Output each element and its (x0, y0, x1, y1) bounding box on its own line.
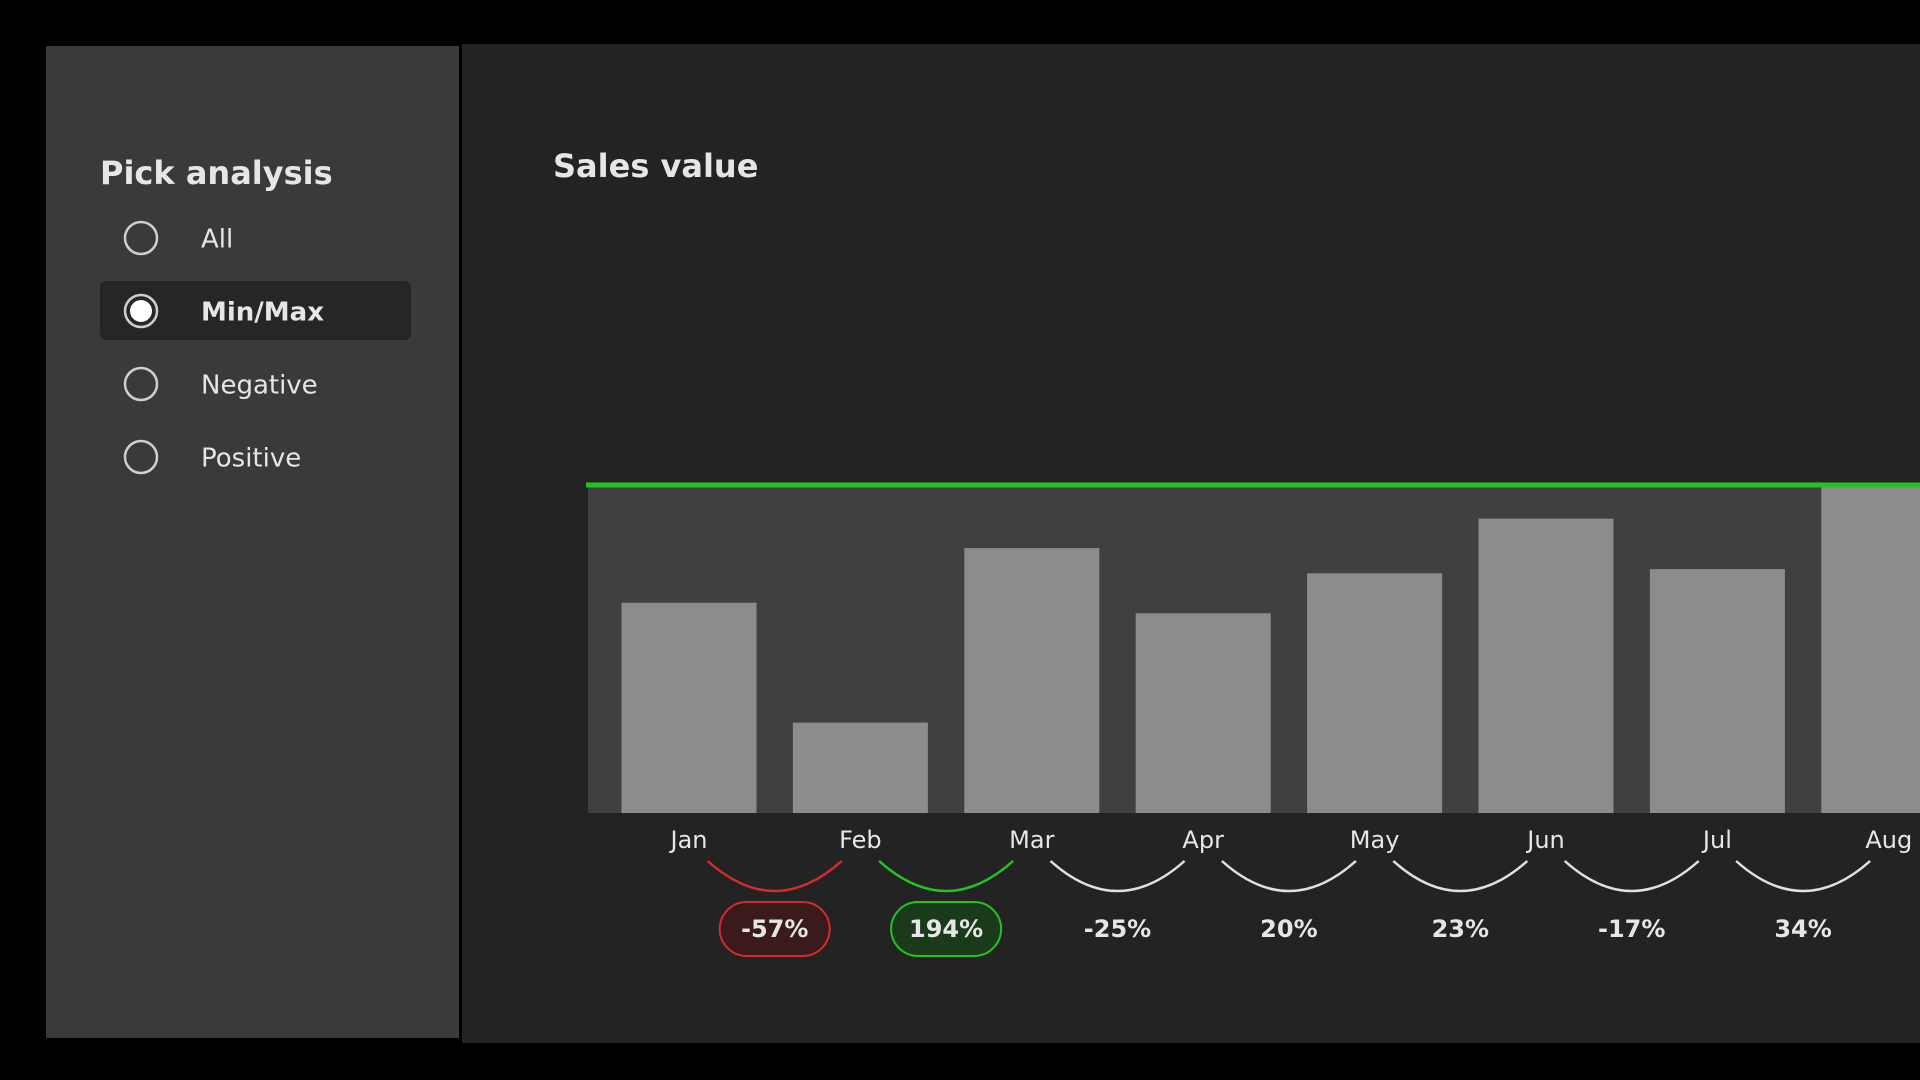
x-tick-label: Mar (1009, 826, 1054, 854)
sidebar-title: Pick analysis (100, 154, 333, 192)
bar (1649, 569, 1785, 813)
x-tick-label: Apr (1182, 826, 1224, 854)
radio-button[interactable] (123, 439, 159, 475)
radio-label[interactable]: Positive (201, 444, 301, 474)
x-tick-label: Aug (1865, 826, 1912, 854)
x-tick-label: Jun (1525, 826, 1565, 854)
change-arc (1221, 860, 1357, 893)
change-pill (890, 901, 1003, 957)
change-arc (1735, 860, 1871, 893)
change-label: 20% (1260, 915, 1317, 943)
x-tick-label: Jul (1701, 826, 1732, 854)
bar (1821, 485, 1920, 813)
x-tick-label: Feb (839, 826, 882, 854)
radio-label[interactable]: Min/Max (201, 298, 324, 328)
change-label: -57% (741, 915, 808, 943)
change-label: 194% (909, 915, 983, 943)
change-arc (1563, 860, 1700, 893)
bar (1478, 518, 1614, 813)
change-label: 23% (1432, 915, 1489, 943)
change-label: -17% (1598, 915, 1665, 943)
change-arc (878, 860, 1014, 893)
x-tick-label: Jan (669, 826, 708, 854)
bar (621, 602, 757, 813)
change-label: 34% (1774, 915, 1831, 943)
change-label: -25% (1084, 915, 1151, 943)
sidebar-panel (46, 46, 459, 1038)
change-arc (706, 860, 843, 893)
bar (1135, 613, 1271, 813)
change-pill (718, 901, 831, 957)
bar (1307, 573, 1443, 813)
radio-button[interactable] (123, 366, 159, 402)
radio-button[interactable] (123, 220, 159, 256)
bar (964, 548, 1100, 813)
radio-dot (130, 300, 152, 322)
chart-title: Sales value (553, 147, 758, 185)
change-arc (1049, 860, 1186, 893)
radio-label[interactable]: Negative (201, 371, 318, 401)
change-arc (1392, 860, 1529, 893)
selected-option-bg (100, 281, 411, 340)
radio-button[interactable] (123, 293, 159, 329)
bar (792, 722, 928, 813)
radio-label[interactable]: All (201, 225, 233, 255)
x-tick-label: May (1350, 826, 1400, 854)
